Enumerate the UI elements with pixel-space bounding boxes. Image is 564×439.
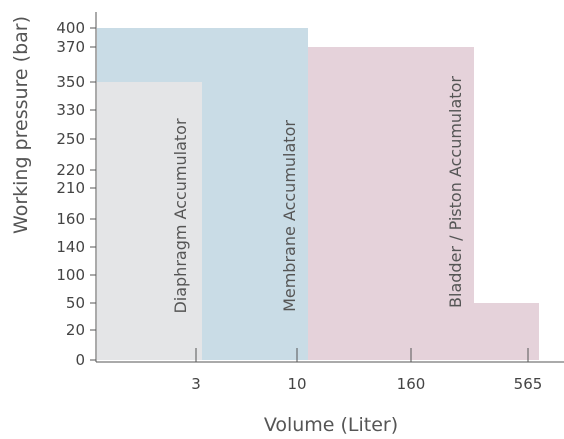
y-tick-label-0: 0 bbox=[75, 351, 85, 369]
y-tick-label-400: 400 bbox=[56, 19, 85, 37]
diaphragm-label: Diaphragm Accumulator bbox=[171, 118, 190, 314]
y-tick-label-250: 250 bbox=[56, 130, 85, 148]
diaphragm-region bbox=[97, 82, 202, 360]
axes-layer bbox=[95, 12, 564, 363]
x-tick-label-160: 160 bbox=[397, 375, 426, 393]
bladder-region-high bbox=[308, 47, 474, 360]
y-tick-label-20: 20 bbox=[66, 321, 85, 339]
x-tick-label-565: 565 bbox=[514, 375, 543, 393]
y-tick-label-330: 330 bbox=[56, 101, 85, 119]
x-axis-label: Volume (Liter) bbox=[264, 414, 398, 435]
x-tick-label-10: 10 bbox=[287, 375, 306, 393]
y-axis-label: Working pressure (bar) bbox=[10, 16, 32, 234]
y-tick-label-160: 160 bbox=[56, 210, 85, 228]
membrane-label: Membrane Accumulator bbox=[280, 120, 299, 312]
y-tick-label-220: 220 bbox=[56, 161, 85, 179]
x-tick-label-3: 3 bbox=[191, 375, 201, 393]
labels-layer: Working pressure (bar) Volume (Liter) Di… bbox=[10, 16, 465, 436]
bladder-region-low bbox=[474, 303, 539, 360]
y-tick-label-210: 210 bbox=[56, 179, 85, 197]
y-tick-label-370: 370 bbox=[56, 38, 85, 56]
regions-layer bbox=[97, 28, 539, 360]
x-ticks-layer: 3 10 160 565 bbox=[191, 348, 542, 393]
y-tick-label-100: 100 bbox=[56, 266, 85, 284]
y-tick-label-50: 50 bbox=[66, 294, 85, 312]
bladder-label: Bladder / Piston Accumulator bbox=[446, 76, 465, 308]
y-tick-label-140: 140 bbox=[56, 238, 85, 256]
y-tick-label-350: 350 bbox=[56, 73, 85, 91]
